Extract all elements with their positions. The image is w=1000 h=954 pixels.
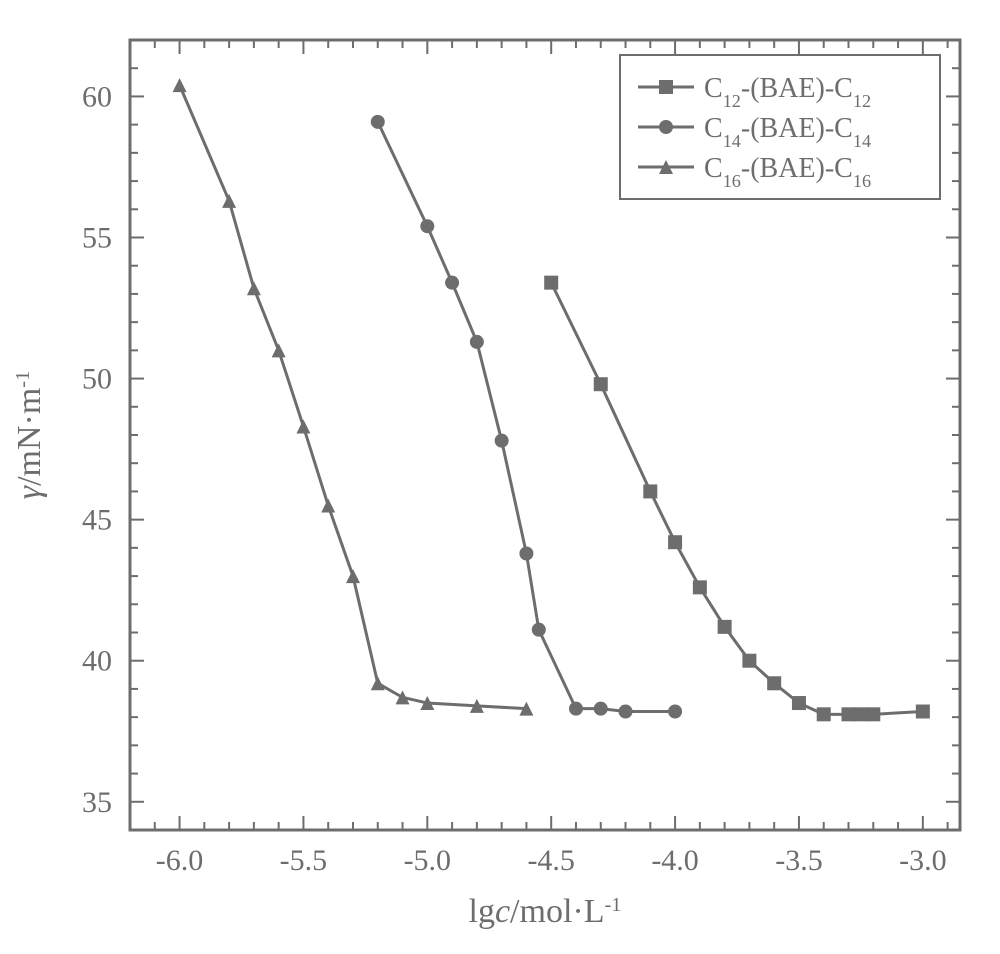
x-tick-label: -6.0 [156, 844, 204, 877]
x-tick-label: -5.0 [404, 844, 452, 877]
x-axis-label: lgc/mol·L-1 [469, 893, 622, 930]
x-tick-label: -3.5 [775, 844, 823, 877]
y-tick-label: 35 [82, 786, 112, 819]
y-tick-label: 40 [82, 645, 112, 678]
x-tick-label: -4.5 [527, 844, 575, 877]
chart-container: -6.0 -5.5 -5.0 -4.5 -4.0 -3.5 -3.0 35 40 45 50 55 60… [0, 0, 1000, 954]
x-tick-label: -5.5 [280, 844, 328, 877]
x-tick-label: -3.0 [899, 844, 947, 877]
line-chart: -6.0 -5.5 -5.0 -4.5 -4.0 -3.5 -3.0 35 40 45 50 55 60… [0, 0, 1000, 954]
y-tick-label: 60 [82, 80, 112, 113]
y-tick-label: 45 [82, 504, 112, 537]
y-tick-label: 55 [82, 222, 112, 255]
y-axis-label: γ/mN·m-1 [11, 371, 48, 500]
y-tick-label: 50 [82, 363, 112, 396]
x-tick-label: -4.0 [651, 844, 699, 877]
